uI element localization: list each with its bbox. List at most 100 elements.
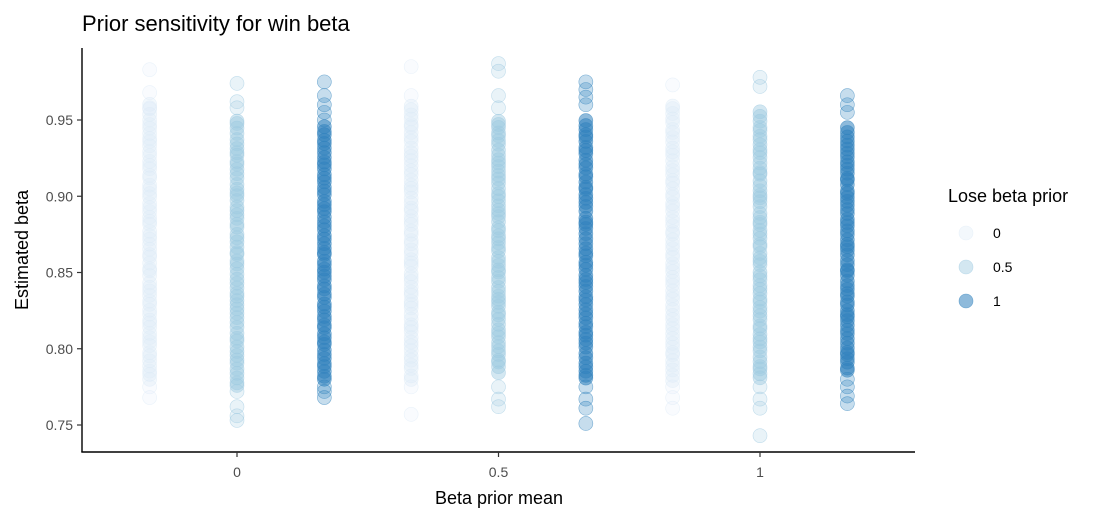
data-point: [229, 145, 245, 160]
data-point: [142, 363, 157, 379]
data-point: [403, 177, 419, 193]
data-point: [229, 245, 245, 260]
data-point: [752, 366, 768, 382]
data-point: [491, 202, 506, 218]
data-point: [752, 210, 768, 225]
point-group: [491, 56, 506, 415]
data-point: [491, 280, 506, 295]
data-point: [229, 408, 245, 424]
data-point: [752, 349, 768, 365]
data-point: [229, 100, 245, 116]
data-point: [491, 243, 506, 259]
data-point: [403, 200, 419, 216]
data-point: [403, 330, 419, 345]
data-point: [665, 277, 680, 293]
data-point: [665, 353, 680, 368]
data-point: [229, 366, 245, 381]
data-point: [665, 153, 680, 169]
data-point: [142, 228, 157, 243]
data-point: [491, 125, 506, 141]
data-point: [229, 266, 245, 282]
data-point: [403, 125, 419, 140]
data-point: [752, 250, 768, 266]
data-point: [752, 327, 768, 342]
data-point: [665, 288, 680, 303]
data-point: [491, 100, 506, 116]
data-point: [491, 189, 506, 204]
data-point: [142, 204, 157, 219]
data-point: [317, 390, 332, 405]
data-point: [142, 326, 157, 341]
data-point: [229, 177, 245, 192]
data-point: [665, 339, 680, 355]
legend-key: [958, 225, 974, 241]
data-point: [665, 390, 680, 405]
data-point: [840, 97, 855, 113]
data-point: [229, 193, 245, 208]
data-point: [403, 368, 419, 384]
data-point: [752, 303, 768, 319]
data-point: [665, 308, 680, 323]
data-point: [403, 343, 419, 358]
point-group: [665, 77, 680, 416]
data-point: [665, 77, 680, 93]
data-point: [752, 391, 768, 407]
data-point: [142, 100, 157, 116]
data-point: [491, 63, 506, 79]
data-point: [665, 130, 680, 145]
data-point: [491, 163, 506, 179]
data-point: [752, 264, 768, 280]
data-point: [317, 379, 332, 395]
data-point: [142, 189, 157, 205]
data-point: [578, 416, 594, 431]
data-point: [403, 407, 419, 422]
data-point: [665, 106, 680, 121]
data-point: [665, 357, 680, 373]
point-group: [578, 74, 594, 431]
data-point: [665, 373, 680, 388]
data-point: [752, 246, 768, 261]
data-point: [665, 368, 680, 383]
data-point: [229, 413, 245, 428]
data-point: [752, 400, 768, 416]
data-point: [578, 82, 594, 97]
data-point: [752, 379, 768, 395]
data-point: [403, 357, 419, 373]
data-point: [752, 312, 768, 327]
data-point: [752, 145, 768, 161]
legend-label: 0: [993, 225, 1001, 241]
point-group: [229, 76, 245, 428]
data-point: [229, 344, 245, 359]
data-point: [578, 113, 594, 128]
data-point: [752, 104, 768, 120]
data-point: [491, 147, 506, 163]
data-point: [491, 137, 506, 152]
data-point: [491, 168, 506, 183]
data-point: [491, 175, 506, 191]
data-point: [403, 311, 419, 327]
data-point: [491, 155, 506, 171]
data-point: [491, 214, 506, 230]
y-tick-label: 0.95: [46, 112, 73, 128]
data-point: [403, 195, 419, 211]
data-point: [752, 272, 768, 287]
data-point: [229, 182, 245, 197]
data-point: [403, 158, 419, 173]
data-point: [491, 186, 506, 201]
data-point: [491, 250, 506, 265]
data-point: [229, 132, 245, 147]
point-group: [142, 62, 157, 405]
data-point: [142, 62, 157, 77]
data-point: [752, 150, 768, 165]
data-point: [142, 112, 157, 128]
data-point: [142, 390, 157, 405]
point-group: [752, 70, 768, 443]
data-point: [752, 318, 768, 334]
legend-item: 1: [958, 293, 1001, 309]
data-point: [142, 126, 157, 141]
data-point: [752, 79, 768, 94]
data-point: [229, 126, 245, 141]
data-point: [229, 384, 245, 399]
data-point: [142, 138, 157, 154]
legend-label: 1: [993, 293, 1001, 309]
